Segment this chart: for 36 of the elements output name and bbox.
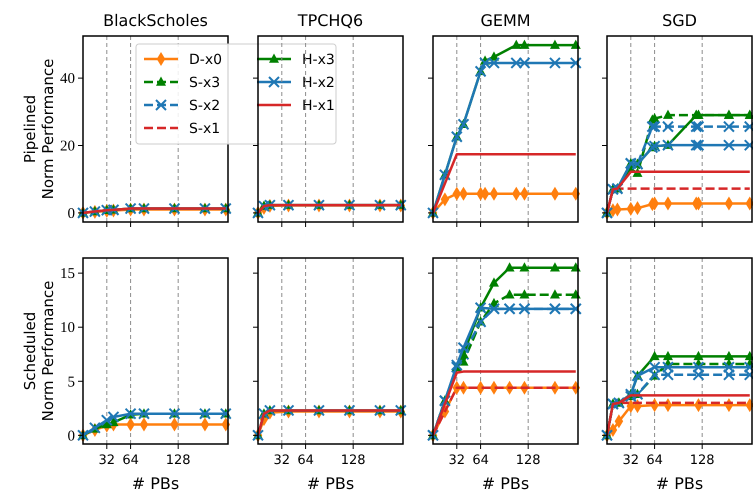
y-tick-label: 40 [60,71,75,88]
y-axis-title: Scheduled Norm Performance [21,280,57,422]
x-tick-label: 128 [166,453,191,468]
x-tick-label: 64 [122,453,139,468]
y-tick-label: 0 [68,206,75,222]
legend-label: H-x3 [302,52,335,68]
x-tick-label: 32 [448,453,466,468]
x-axis-title: # PBs [656,474,704,493]
chart-title: TPCHQ6 [296,11,364,30]
x-axis-title: # PBs [132,474,180,493]
y-tick-label: 5 [68,374,75,390]
chart-title: GEMM [480,11,531,30]
legend-label: D-x0 [189,52,222,68]
x-tick-label: 128 [340,453,366,468]
legend-label: S-x2 [189,98,220,114]
x-tick-label: 128 [690,453,715,468]
chart-title: SGD [662,11,697,30]
y-tick-label: 15 [60,266,75,282]
y-axis-title: Pipelined Norm Performance [21,58,57,200]
y-tick-label: 0 [68,428,75,444]
x-axis-title: # PBs [482,474,530,493]
x-tick-label: 32 [274,453,290,468]
legend-label: H-x2 [302,75,335,91]
y-tick-label: 20 [60,138,75,155]
x-axis-title: # PBs [306,474,354,493]
x-tick-label: 32 [622,453,640,468]
legend-label: S-x1 [189,121,220,137]
x-tick-label: 64 [646,453,663,468]
legend-label: S-x3 [189,75,220,91]
chart-title: BlackScholes [103,11,208,30]
legend-label: H-x1 [302,98,335,114]
x-tick-label: 128 [516,453,541,468]
x-tick-label: 32 [98,453,116,468]
x-tick-label: 64 [472,453,489,468]
x-tick-label: 64 [297,453,314,468]
y-tick-label: 10 [60,320,75,336]
